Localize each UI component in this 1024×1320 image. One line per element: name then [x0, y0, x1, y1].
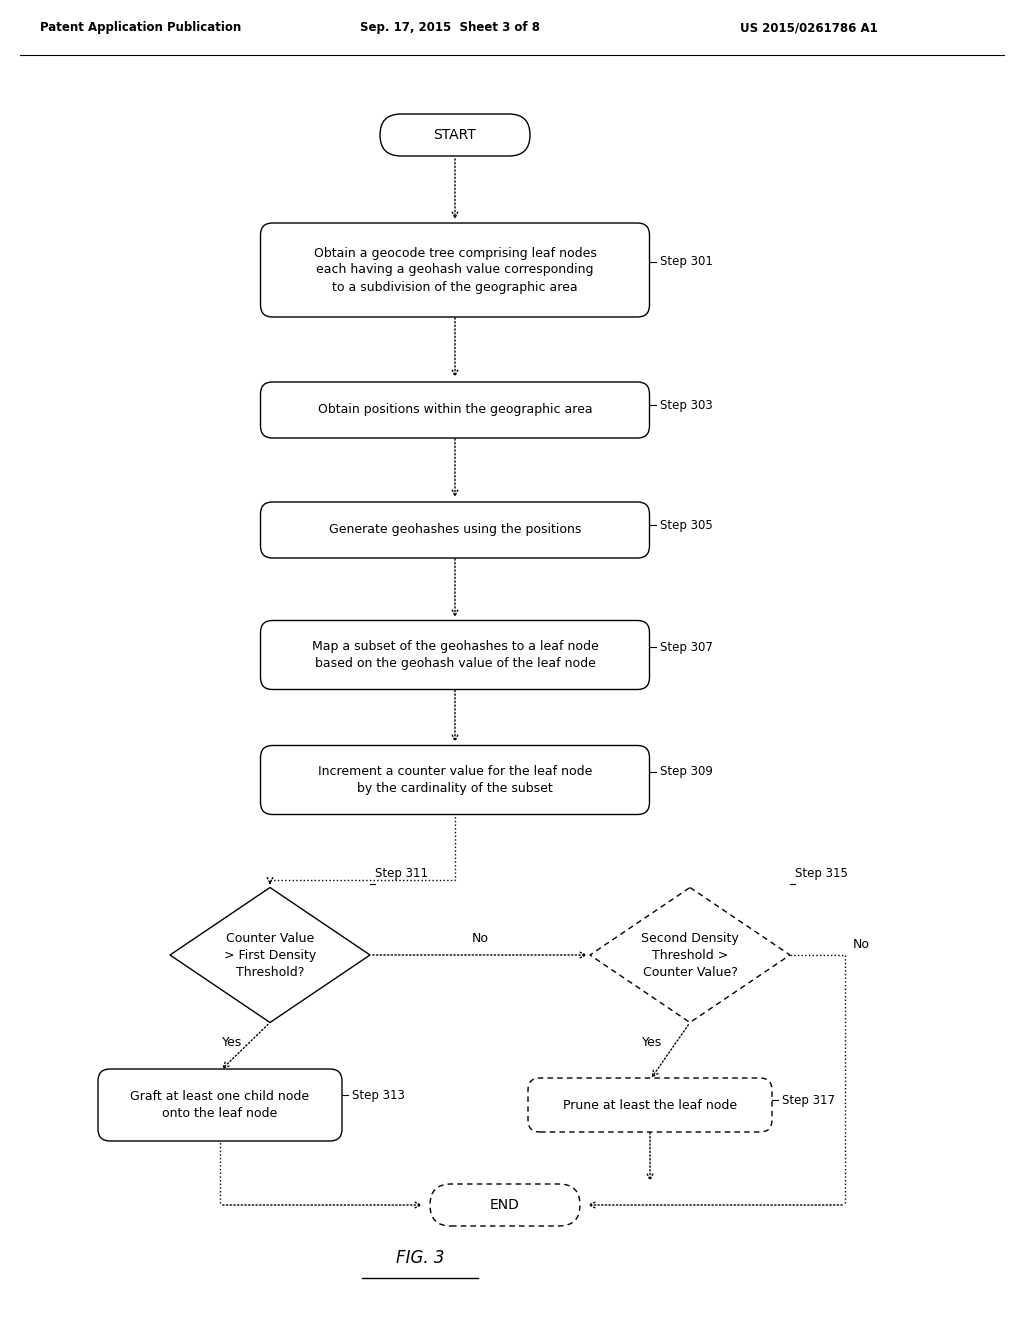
Text: START: START — [433, 128, 476, 143]
Text: Graft at least one child node
onto the leaf node: Graft at least one child node onto the l… — [130, 1090, 309, 1119]
Text: Step 301: Step 301 — [659, 256, 713, 268]
Text: Step 303: Step 303 — [659, 399, 713, 412]
Text: No: No — [471, 932, 488, 945]
Polygon shape — [170, 887, 370, 1023]
Text: No: No — [853, 939, 870, 950]
FancyBboxPatch shape — [380, 114, 530, 156]
Text: Patent Application Publication: Patent Application Publication — [40, 21, 242, 34]
Polygon shape — [590, 887, 790, 1023]
Text: Counter Value
> First Density
Threshold?: Counter Value > First Density Threshold? — [224, 932, 316, 978]
Text: Step 311: Step 311 — [375, 866, 428, 879]
Text: Step 305: Step 305 — [659, 519, 713, 532]
FancyBboxPatch shape — [98, 1069, 342, 1140]
Text: FIG. 3: FIG. 3 — [395, 1249, 444, 1267]
Text: Yes: Yes — [222, 1035, 242, 1048]
Text: Step 315: Step 315 — [795, 866, 848, 879]
Text: Increment a counter value for the leaf node
by the cardinality of the subset: Increment a counter value for the leaf n… — [317, 766, 592, 795]
Text: END: END — [490, 1199, 520, 1212]
Text: Obtain positions within the geographic area: Obtain positions within the geographic a… — [317, 404, 592, 417]
Text: Step 313: Step 313 — [352, 1089, 404, 1101]
Text: Prune at least the leaf node: Prune at least the leaf node — [563, 1098, 737, 1111]
FancyBboxPatch shape — [260, 502, 649, 558]
Text: Second Density
Threshold >
Counter Value?: Second Density Threshold > Counter Value… — [641, 932, 739, 978]
FancyBboxPatch shape — [260, 223, 649, 317]
Text: Map a subset of the geohashes to a leaf node
based on the geohash value of the l: Map a subset of the geohashes to a leaf … — [311, 640, 598, 671]
Text: Step 309: Step 309 — [659, 766, 713, 779]
Text: Yes: Yes — [642, 1035, 663, 1048]
FancyBboxPatch shape — [528, 1078, 772, 1133]
Text: Sep. 17, 2015  Sheet 3 of 8: Sep. 17, 2015 Sheet 3 of 8 — [360, 21, 540, 34]
Text: US 2015/0261786 A1: US 2015/0261786 A1 — [740, 21, 878, 34]
FancyBboxPatch shape — [260, 620, 649, 689]
Text: Step 317: Step 317 — [782, 1093, 835, 1106]
Text: Obtain a geocode tree comprising leaf nodes
each having a geohash value correspo: Obtain a geocode tree comprising leaf no… — [313, 247, 596, 293]
Text: Step 307: Step 307 — [659, 640, 713, 653]
FancyBboxPatch shape — [260, 746, 649, 814]
FancyBboxPatch shape — [260, 381, 649, 438]
Text: Generate geohashes using the positions: Generate geohashes using the positions — [329, 524, 582, 536]
FancyBboxPatch shape — [430, 1184, 580, 1226]
